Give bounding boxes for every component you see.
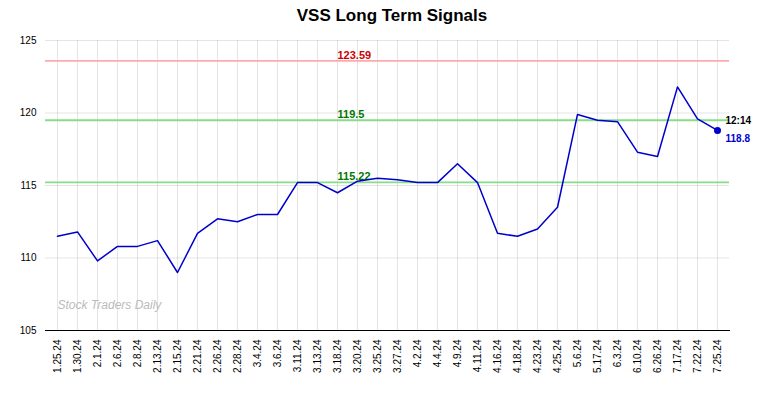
svg-text:2.26.24: 2.26.24: [212, 339, 223, 373]
html-text:VSS Long Term Signals: VSS Long Term Signals: [296, 6, 488, 25]
svg-text:7.22.24: 7.22.24: [692, 339, 703, 373]
svg-text:5.6.24: 5.6.24: [572, 339, 583, 367]
svg-text:4.25.24: 4.25.24: [552, 339, 563, 373]
svg-text:5.17.24: 5.17.24: [592, 339, 603, 373]
svg-text:110: 110: [21, 252, 37, 263]
svg-text:2.15.24: 2.15.24: [172, 339, 183, 373]
svg-text:2.13.24: 2.13.24: [152, 339, 163, 373]
svg-text:118.8: 118.8: [726, 133, 751, 144]
svg-text:3.4.24: 3.4.24: [252, 339, 263, 367]
svg-text:4.9.24: 4.9.24: [452, 339, 463, 367]
svg-text:Stock Traders Daily: Stock Traders Daily: [58, 298, 163, 312]
svg-text:3.13.24: 3.13.24: [312, 339, 323, 373]
svg-text:115.22: 115.22: [337, 170, 371, 183]
svg-text:2.8.24: 2.8.24: [132, 339, 143, 367]
svg-text:115: 115: [21, 180, 37, 191]
svg-text:123.59: 123.59: [338, 49, 372, 61]
svg-text:6.26.24: 6.26.24: [652, 339, 663, 373]
svg-text:120: 120: [20, 107, 37, 118]
svg-text:3.25.24: 3.25.24: [372, 339, 383, 373]
svg-text:7.25.24: 7.25.24: [712, 339, 723, 373]
svg-text:4.16.24: 4.16.24: [492, 339, 503, 373]
svg-text:6.10.24: 6.10.24: [632, 339, 643, 373]
svg-text:1.25.24: 1.25.24: [52, 339, 63, 373]
svg-text:125: 125: [20, 35, 37, 46]
svg-text:3.27.24: 3.27.24: [392, 339, 403, 373]
svg-text:3.11.24: 3.11.24: [292, 339, 303, 372]
svg-text:4.23.24: 4.23.24: [532, 339, 543, 373]
svg-text:2.6.24: 2.6.24: [112, 339, 123, 367]
svg-text:3.6.24: 3.6.24: [272, 339, 283, 367]
svg-text:1.30.24: 1.30.24: [72, 339, 83, 373]
svg-text:4.2.24: 4.2.24: [412, 339, 423, 367]
svg-text:4.18.24: 4.18.24: [512, 339, 523, 373]
svg-text:3.18.24: 3.18.24: [332, 339, 343, 373]
svg-text:2.1.24: 2.1.24: [92, 339, 103, 367]
svg-text:3.20.24: 3.20.24: [352, 339, 363, 373]
svg-text:7.17.24: 7.17.24: [672, 339, 683, 373]
svg-text:12:14: 12:14: [726, 115, 752, 126]
svg-text:4.11.24: 4.11.24: [472, 339, 483, 372]
svg-text:2.28.24: 2.28.24: [232, 339, 243, 373]
svg-text:119.5: 119.5: [338, 108, 365, 120]
svg-text:4.4.24: 4.4.24: [432, 339, 443, 367]
svg-text:6.3.24: 6.3.24: [612, 339, 623, 367]
svg-text:105: 105: [20, 325, 37, 336]
svg-text:2.21.24: 2.21.24: [192, 339, 203, 373]
